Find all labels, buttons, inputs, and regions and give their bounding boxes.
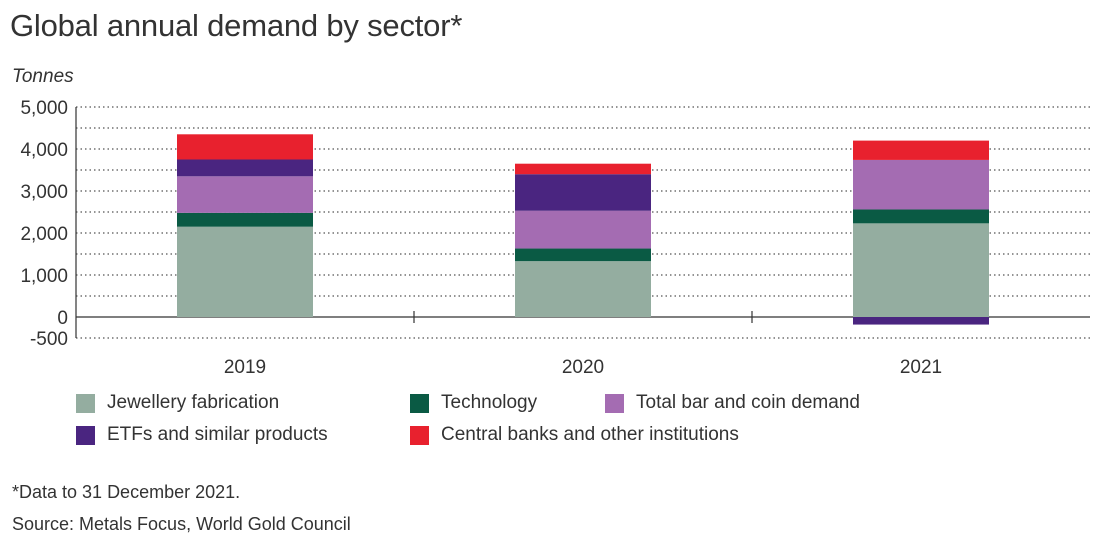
y-tick-label: -500 — [30, 329, 68, 350]
bar-segment — [177, 176, 313, 213]
bar-segment — [515, 261, 651, 317]
x-tick-label: 2021 — [900, 357, 942, 378]
bar-segment — [177, 226, 313, 317]
x-tick-label: 2019 — [224, 357, 266, 378]
y-axis-unit-label: Tonnes — [12, 66, 74, 87]
bar-segment — [515, 248, 651, 262]
y-tick-label: 0 — [57, 308, 68, 329]
bar-segment — [515, 163, 651, 175]
bar-segment — [853, 140, 989, 160]
bar-segment — [853, 223, 989, 317]
legend-item-technology: Technology — [410, 392, 537, 414]
y-tick-label: 3,000 — [20, 182, 68, 203]
legend-item-central-banks: Central banks and other institutions — [410, 424, 739, 446]
bar-segment — [515, 174, 651, 211]
source-note: Source: Metals Focus, World Gold Council — [12, 514, 351, 534]
bar-segment — [853, 159, 989, 210]
legend-item-etfs: ETFs and similar products — [76, 424, 328, 446]
bar-segment — [177, 212, 313, 227]
legend-label-bar-coin: Total bar and coin demand — [636, 392, 860, 413]
legend-label-technology: Technology — [441, 392, 538, 413]
legend-label-jewellery: Jewellery fabrication — [107, 392, 280, 413]
legend-swatch-technology — [410, 393, 429, 413]
x-tick-label: 2020 — [562, 357, 604, 378]
bar-segment — [853, 209, 989, 224]
chart-legend: Jewellery fabrication Technology Total b… — [70, 392, 1070, 454]
legend-item-bar-coin: Total bar and coin demand — [605, 392, 860, 414]
legend-label-central-banks: Central banks and other institutions — [441, 424, 739, 445]
y-tick-label: 1,000 — [20, 266, 68, 287]
bar-segment — [853, 317, 989, 325]
legend-label-etfs: ETFs and similar products — [107, 424, 328, 445]
legend-swatch-central-banks — [410, 425, 429, 445]
legend-swatch-bar-coin — [605, 393, 624, 413]
y-tick-label: 5,000 — [20, 98, 68, 119]
legend-item-jewellery: Jewellery fabrication — [76, 392, 279, 414]
bar-segment — [177, 159, 313, 177]
y-tick-label: 2,000 — [20, 224, 68, 245]
y-tick-label: 4,000 — [20, 140, 68, 161]
legend-swatch-etfs — [76, 425, 95, 445]
legend-swatch-jewellery — [76, 393, 95, 413]
bar-segment — [177, 134, 313, 160]
footnote: *Data to 31 December 2021. — [12, 482, 241, 502]
chart-title: Global annual demand by sector* — [10, 8, 463, 43]
bar-segment — [515, 210, 651, 249]
